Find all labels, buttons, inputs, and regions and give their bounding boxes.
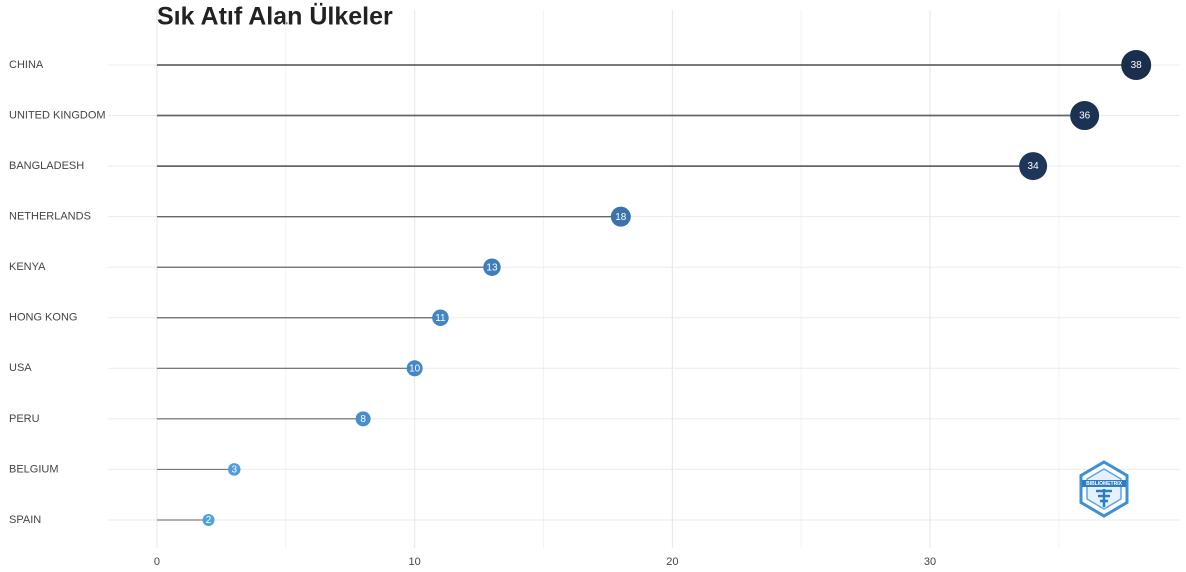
y-tick-label: NETHERLANDS xyxy=(9,211,91,223)
dot xyxy=(406,360,423,377)
value-label: 38 xyxy=(1131,60,1143,71)
logo-text: BIBLIOMETRIX xyxy=(1086,481,1122,487)
logo-glyph xyxy=(1096,489,1112,507)
dot xyxy=(432,309,449,326)
dot xyxy=(483,258,501,276)
y-tick-label: USA xyxy=(9,362,32,374)
value-label: 13 xyxy=(486,262,498,273)
y-tick-label: CHINA xyxy=(9,59,44,71)
x-tick-label: 10 xyxy=(409,556,421,568)
logo: BIBLIOMETRIX xyxy=(1079,460,1129,518)
dot xyxy=(228,463,241,476)
logo-band xyxy=(1082,480,1126,487)
value-label: 11 xyxy=(435,313,446,324)
value-label: 36 xyxy=(1079,111,1091,122)
y-tick-label: BANGLADESH xyxy=(9,160,84,172)
dot xyxy=(1019,152,1048,181)
y-tick-label: BELGIUM xyxy=(9,463,59,475)
value-label: 8 xyxy=(360,414,366,425)
value-label: 3 xyxy=(231,465,237,476)
chart-title: Sık Atıf Alan Ülkeler xyxy=(157,2,393,31)
value-label: 2 xyxy=(206,515,212,526)
dot xyxy=(1070,101,1100,131)
value-label: 34 xyxy=(1028,161,1040,172)
dot xyxy=(202,513,215,526)
x-tick-label: 30 xyxy=(924,556,936,568)
dot xyxy=(610,206,631,227)
dot xyxy=(355,411,371,427)
y-tick-label: PERU xyxy=(9,413,40,425)
y-tick-label: HONG KONG xyxy=(9,312,77,324)
y-tick-label: SPAIN xyxy=(9,514,41,526)
x-tick-label: 20 xyxy=(666,556,678,568)
y-tick-label: KENYA xyxy=(9,261,46,273)
x-tick-label: 0 xyxy=(154,556,160,568)
dot xyxy=(1121,50,1152,80)
value-label: 18 xyxy=(615,212,627,223)
y-tick-label: UNITED KINGDOM xyxy=(9,109,106,121)
value-label: 10 xyxy=(409,363,421,374)
